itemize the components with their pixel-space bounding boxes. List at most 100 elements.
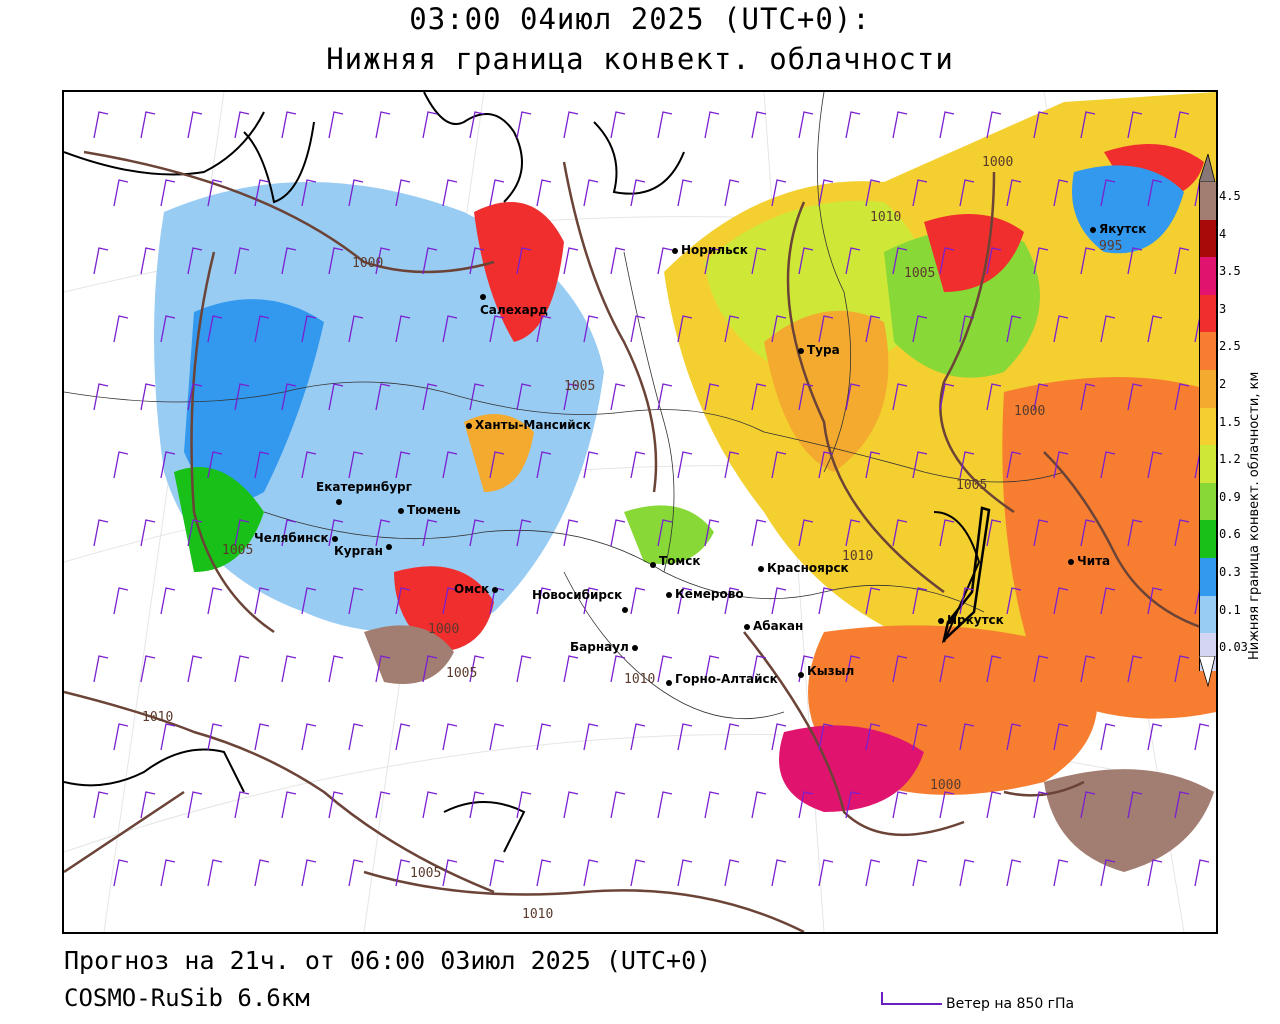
wind-barb-icon — [892, 791, 908, 819]
isobar-label: 1005 — [410, 866, 442, 881]
legend-swatch — [1199, 407, 1217, 446]
wind-barb-icon — [160, 859, 176, 887]
wind-barb-icon — [865, 179, 881, 207]
city-tura: Тура — [798, 343, 840, 357]
wind-barb-icon — [751, 791, 767, 819]
wind-barb-icon — [375, 791, 391, 819]
wind-barb-icon — [912, 451, 928, 479]
wind-barb-icon — [657, 111, 673, 139]
legend-tick-label: 1.2 — [1219, 452, 1241, 467]
wind-barb-icon — [301, 179, 317, 207]
wind-barb-icon — [939, 655, 955, 683]
wind-barb-icon — [1174, 655, 1190, 683]
city-marker — [666, 680, 672, 686]
wind-barb-icon — [348, 859, 364, 887]
wind-barb-icon — [234, 111, 250, 139]
wind-barb-icon — [375, 655, 391, 683]
wind-barb-icon — [798, 247, 814, 275]
wind-barb-icon — [187, 383, 203, 411]
legend-swatch — [1199, 294, 1217, 333]
wind-barb-icon — [1174, 383, 1190, 411]
wind-barb-icon — [677, 723, 693, 751]
wind-barb-icon — [986, 519, 1002, 547]
wind-barb-icon — [1147, 451, 1163, 479]
cloud-base-field — [154, 92, 1216, 872]
wind-barb-icon — [187, 111, 203, 139]
wind-barb-icon — [516, 791, 532, 819]
field-tomsk-green — [624, 505, 714, 564]
wind-barb-icon — [93, 655, 109, 683]
weather-map[interactable]: 1000 1000 1010 1005 995 1005 1000 1005 1… — [62, 90, 1218, 934]
wind-barb-icon — [939, 111, 955, 139]
wind-barb-icon — [442, 451, 458, 479]
wind-barb-icon — [677, 179, 693, 207]
legend-swatch — [1199, 182, 1217, 220]
wind-barb-icon — [677, 859, 693, 887]
wind-barb-icon — [657, 247, 673, 275]
wind-barb-icon — [1194, 859, 1210, 887]
wind-barb-icon — [348, 587, 364, 615]
wind-barb-icon — [865, 315, 881, 343]
wind-barb-icon — [1006, 451, 1022, 479]
wind-barb-icon — [1033, 791, 1049, 819]
wind-barb-icon — [1006, 723, 1022, 751]
wind-barb-icon — [1033, 247, 1049, 275]
wind-barb-icon — [281, 791, 297, 819]
wind-barb-icon — [1100, 723, 1116, 751]
wind-barb-icon — [912, 859, 928, 887]
wind-barb-icon — [160, 451, 176, 479]
wind-barb-icon — [986, 655, 1002, 683]
city-chita: Чита — [1068, 554, 1110, 568]
wind-barb-icon — [516, 247, 532, 275]
wind-barb-icon — [771, 315, 787, 343]
isobars — [64, 150, 1216, 932]
wind-barb-icon — [1127, 791, 1143, 819]
wind-barb-icon — [845, 383, 861, 411]
wind-barb-icon — [254, 179, 270, 207]
wind-key-label: Ветер на 850 гПа — [946, 996, 1075, 1012]
city-kurgan: Курган — [334, 544, 395, 558]
wind-barb-icon — [328, 247, 344, 275]
boundaries — [64, 92, 981, 853]
wind-barb-icon — [704, 247, 720, 275]
wind-barb-icon — [563, 655, 579, 683]
wind-barb-icon — [798, 111, 814, 139]
isobar-label: 995 — [1099, 239, 1123, 254]
legend-tick-label: 3 — [1219, 301, 1227, 316]
wind-barb-icon — [1100, 451, 1116, 479]
wind-barb-icon — [113, 451, 129, 479]
city-yakutsk: Якутск — [1090, 222, 1146, 236]
wind-barb-icon — [1127, 383, 1143, 411]
wind-barb-icon — [1147, 315, 1163, 343]
wind-barb-icon — [93, 247, 109, 275]
wind-barb-icon — [254, 859, 270, 887]
wind-barb-icon — [751, 655, 767, 683]
wind-barb-icon — [1033, 383, 1049, 411]
wind-barb-icon — [140, 519, 156, 547]
legend-title: Нижняя граница конвект. облачности, км — [1247, 371, 1262, 660]
wind-barb-icon — [422, 247, 438, 275]
wind-barb-key-icon — [881, 992, 942, 1005]
field-west-blue2 — [184, 299, 324, 501]
legend-tick-label: 4 — [1219, 226, 1227, 241]
wind-barb-icon — [724, 451, 740, 479]
city-krasnoyarsk: Красноярск — [758, 561, 849, 575]
wind-barb-icon — [93, 519, 109, 547]
map-field-title: Нижняя граница конвект. облачности — [326, 42, 954, 76]
wind-barb-icon — [1080, 519, 1096, 547]
wind-barb-icon — [610, 791, 626, 819]
wind-barb-icon — [187, 247, 203, 275]
city-marker — [798, 672, 804, 678]
city-tyumen: Тюмень — [398, 503, 461, 517]
wind-barb-icon — [395, 723, 411, 751]
map-time-title: 03:00 04июл 2025 (UTC+0): — [409, 2, 871, 36]
wind-barb-icon — [1127, 111, 1143, 139]
wind-barb-icon — [469, 247, 485, 275]
wind-barb-icon — [93, 383, 109, 411]
wind-barb-icon — [892, 247, 908, 275]
wind-barb-icon — [912, 315, 928, 343]
wind-barb-icon — [281, 383, 297, 411]
legend-swatch — [1199, 257, 1217, 295]
wind-barb-icon — [630, 451, 646, 479]
wind-barb-icon — [489, 315, 505, 343]
